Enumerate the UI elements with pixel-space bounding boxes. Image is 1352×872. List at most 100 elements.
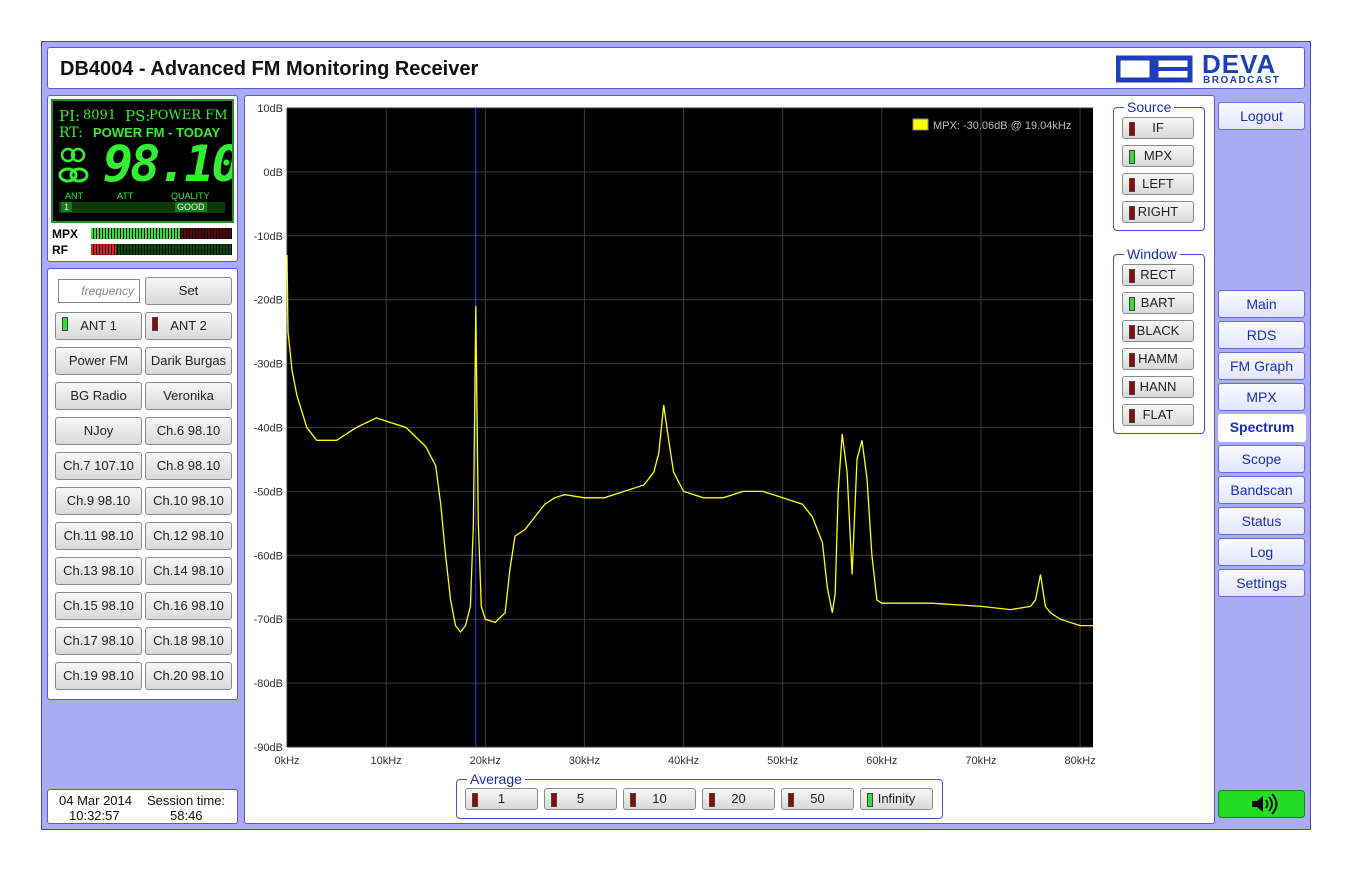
led (1129, 381, 1135, 395)
window-option[interactable]: FLAT (1122, 404, 1194, 426)
y-tick-label: -30dB (254, 359, 283, 371)
option-label: LEFT (1142, 176, 1174, 191)
y-tick-label: -70dB (254, 614, 283, 626)
average-group: Average (456, 770, 943, 819)
option-label: 20 (731, 791, 746, 806)
preset-button[interactable]: Veronika (145, 382, 232, 410)
preset-button[interactable]: Ch.18 98.10 (145, 627, 232, 655)
option-label: HAMM (1138, 351, 1178, 366)
pi-code: 8091 (83, 108, 117, 123)
nav-tab[interactable]: Scope (1218, 445, 1305, 473)
indicator-strip (59, 202, 225, 213)
led (1129, 353, 1135, 367)
nav-tab[interactable]: Log (1218, 538, 1305, 566)
y-tick-label: -20dB (254, 295, 283, 307)
y-tick-label: 10dB (257, 103, 283, 115)
preset-button[interactable]: Ch.14 98.10 (145, 557, 232, 585)
x-tick-label: 20kHz (470, 755, 501, 767)
average-option[interactable]: 1 (465, 788, 538, 810)
preset-button[interactable]: Ch.9 98.10 (55, 487, 142, 515)
group-legend: Source (1124, 98, 1175, 116)
average-option[interactable]: 10 (623, 788, 696, 810)
ps-text: POWER FM (149, 108, 228, 123)
window-option[interactable]: HAMM (1122, 348, 1194, 370)
preset-button[interactable]: Ch.20 98.10 (145, 662, 232, 690)
preset-button[interactable]: Ch.15 98.10 (55, 592, 142, 620)
preset-button[interactable]: BG Radio (55, 382, 142, 410)
nav-tab[interactable]: Settings (1218, 569, 1305, 597)
source-option[interactable]: RIGHT (1122, 201, 1194, 223)
nav-tab[interactable]: FM Graph (1218, 352, 1305, 380)
preset-button[interactable]: Ch.6 98.10 (145, 417, 232, 445)
option-label: IF (1152, 120, 1164, 135)
nav-tab-active[interactable]: Spectrum (1218, 414, 1306, 442)
led (551, 793, 557, 807)
session-time: 58:46 (170, 808, 203, 823)
option-label: 10 (652, 791, 667, 806)
preset-button[interactable]: Ch.12 98.10 (145, 522, 232, 550)
meter-track (91, 244, 232, 255)
nav-tab[interactable]: Status (1218, 507, 1305, 535)
option-label: RIGHT (1137, 204, 1179, 219)
preset-button[interactable]: NJoy (55, 417, 142, 445)
average-option[interactable]: Infinity (860, 788, 933, 810)
pi-label: PI: (59, 107, 81, 125)
window-option[interactable]: HANN (1122, 376, 1194, 398)
led (1129, 150, 1135, 164)
logout-button[interactable]: Logout (1218, 102, 1305, 130)
preset-button[interactable]: Ch.19 98.10 (55, 662, 142, 690)
frequency-display: 98.10 (103, 135, 234, 193)
spectrum-chart: 10dB 0dB -10dB -20dB -30dB -40dB -50dB -60dB -70… (254, 103, 1096, 767)
y-tick-label: -90dB (254, 742, 283, 754)
ant-label: ANT (65, 191, 83, 201)
nav-tab[interactable]: RDS (1218, 321, 1305, 349)
y-tick-label: 0dB (263, 167, 283, 179)
frequency-input[interactable]: frequency (58, 279, 140, 303)
x-tick-label: 0kHz (274, 755, 299, 767)
window-option[interactable]: BART (1122, 292, 1194, 314)
logo-mark (1116, 55, 1193, 83)
led (152, 317, 158, 331)
source-option[interactable]: LEFT (1122, 173, 1194, 195)
preset-button[interactable]: Ch.11 98.10 (55, 522, 142, 550)
antenna-button[interactable]: ANT 1 (55, 312, 142, 340)
preset-button[interactable]: Power FM (55, 347, 142, 375)
source-option[interactable]: IF (1122, 117, 1194, 139)
y-tick-label: -50dB (254, 486, 283, 498)
preset-button[interactable]: Ch.13 98.10 (55, 557, 142, 585)
led (1129, 297, 1135, 311)
average-option[interactable]: 20 (702, 788, 775, 810)
session-panel: 04 Mar 2014 10:32:57 Session time: 58:46 (47, 789, 238, 824)
group-legend: Window (1124, 245, 1180, 263)
led (1129, 269, 1135, 283)
preset-button[interactable]: Ch.10 98.10 (145, 487, 232, 515)
average-option[interactable]: 5 (544, 788, 617, 810)
x-tick-label: 80kHz (1065, 755, 1096, 767)
nav-tab[interactable]: Main (1218, 290, 1305, 318)
stereo-rds-icons (58, 147, 89, 183)
preset-button[interactable]: Ch.7 107.10 (55, 452, 142, 480)
nav-tab[interactable]: Bandscan (1218, 476, 1305, 504)
antenna-button[interactable]: ANT 2 (145, 312, 232, 340)
audio-button[interactable] (1218, 790, 1305, 818)
nav-tab[interactable]: MPX (1218, 383, 1305, 411)
set-button[interactable]: Set (145, 277, 232, 305)
preset-button[interactable]: Darik Burgas (145, 347, 232, 375)
preset-button[interactable]: Ch.17 98.10 (55, 627, 142, 655)
window-option[interactable]: BLACK (1122, 320, 1194, 342)
rt-label: RT: (59, 125, 83, 141)
meter-level (91, 228, 180, 239)
average-option[interactable]: 50 (781, 788, 854, 810)
option-label: 50 (810, 791, 825, 806)
source-option[interactable]: MPX (1122, 145, 1194, 167)
legend-swatch (912, 118, 929, 131)
led (1129, 206, 1135, 220)
preset-button[interactable]: Ch.16 98.10 (145, 592, 232, 620)
preset-button[interactable]: Ch.8 98.10 (145, 452, 232, 480)
led (709, 793, 715, 807)
option-label: HANN (1139, 379, 1177, 394)
session-label: Session time: (147, 793, 226, 808)
led (1129, 325, 1135, 339)
quality-label: QUALITY (171, 191, 210, 201)
window-option[interactable]: RECT (1122, 264, 1194, 286)
